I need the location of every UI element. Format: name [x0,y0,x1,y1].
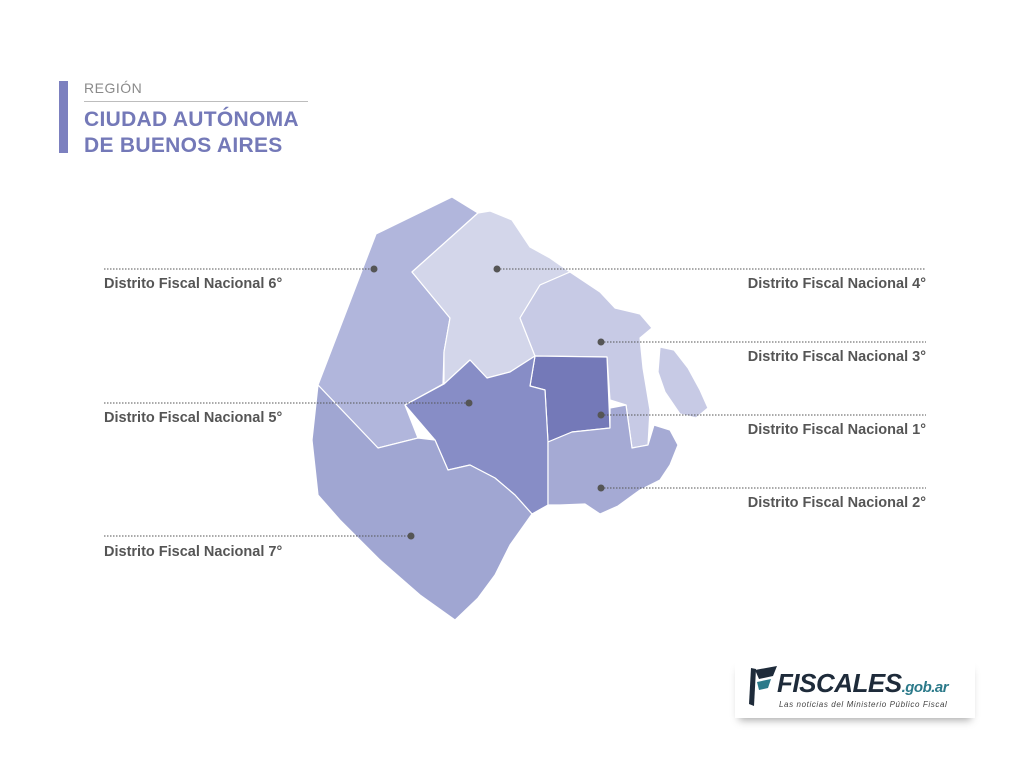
marker-1 [597,411,605,419]
logo-name: FISCALES [777,668,902,698]
district-3-label: Distrito Fiscal Nacional 3° [747,349,926,365]
district-2-area[interactable] [547,404,679,515]
marker-6 [370,265,378,273]
district-2-label: Distrito Fiscal Nacional 2° [747,495,926,511]
district-7-label: Distrito Fiscal Nacional 7° [104,544,283,560]
region-title-line-1: CIUDAD AUTÓNOMA [84,108,299,131]
region-title-line-2: DE BUENOS AIRES [84,134,283,157]
fiscales-logo[interactable]: FISCALES.gob.ar Las noticias del Ministe… [735,660,975,718]
header-accent-bar [59,81,68,153]
marker-2 [597,484,605,492]
header-divider [84,101,308,102]
district-7-area[interactable] [311,384,533,621]
logo-domain: .gob.ar [901,679,949,696]
marker-5 [465,399,473,407]
fiscales-flag-icon [749,666,777,706]
district-6-label: Distrito Fiscal Nacional 6° [104,276,283,292]
region-title: CIUDAD AUTÓNOMA DE BUENOS AIRES [84,107,299,159]
district-1-label: Distrito Fiscal Nacional 1° [747,422,926,438]
logo-tagline: Las noticias del Ministerio Público Fisc… [779,700,948,709]
marker-4 [493,265,501,273]
logo-wordmark: FISCALES.gob.ar [777,668,949,699]
district-4-label: Distrito Fiscal Nacional 4° [747,276,926,292]
marker-7 [407,532,415,540]
marker-3 [597,338,605,346]
district-5-label: Distrito Fiscal Nacional 5° [104,410,283,426]
costanera-area[interactable] [657,346,709,419]
region-label: REGIÓN [84,80,143,96]
